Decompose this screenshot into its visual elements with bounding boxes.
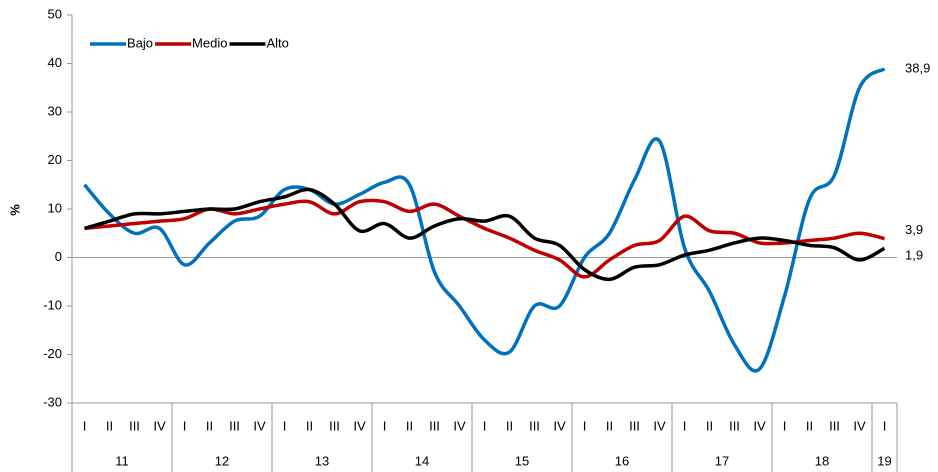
- y-tick-label: -30: [43, 394, 62, 409]
- value-label: 1,9: [905, 248, 923, 263]
- y-tick-label: 0: [55, 249, 62, 264]
- x-tick-label: III: [829, 418, 840, 433]
- x-tick-label: II: [706, 418, 713, 433]
- x-group-label: 19: [877, 453, 891, 468]
- x-tick-label: I: [383, 418, 387, 433]
- x-tick-label: IV: [853, 418, 866, 433]
- x-tick-label: I: [583, 418, 587, 433]
- x-tick-label: III: [429, 418, 440, 433]
- x-tick-label: III: [629, 418, 640, 433]
- legend-label: Medio: [192, 35, 227, 50]
- x-tick-label: II: [106, 418, 113, 433]
- x-tick-label: II: [406, 418, 413, 433]
- x-tick-label: I: [483, 418, 487, 433]
- x-tick-label: I: [83, 418, 87, 433]
- x-tick-label: II: [606, 418, 613, 433]
- x-group-label: 17: [715, 453, 729, 468]
- y-tick-label: -10: [43, 297, 62, 312]
- x-tick-label: III: [329, 418, 340, 433]
- legend-label: Bajo: [127, 35, 153, 50]
- y-tick-label: 20: [48, 152, 62, 167]
- x-tick-label: IV: [753, 418, 766, 433]
- x-group-label: 11: [115, 453, 129, 468]
- x-group-label: 13: [315, 453, 329, 468]
- x-group-label: 18: [815, 453, 829, 468]
- x-group-label: 16: [615, 453, 629, 468]
- x-group-label: 15: [515, 453, 529, 468]
- series-line: [84, 187, 886, 282]
- x-tick-label: II: [806, 418, 813, 433]
- y-tick-label: 10: [48, 200, 62, 215]
- x-tick-label: I: [283, 418, 287, 433]
- x-tick-label: III: [229, 418, 240, 433]
- x-tick-label: III: [129, 418, 140, 433]
- x-tick-label: I: [783, 418, 787, 433]
- x-tick-label: II: [206, 418, 213, 433]
- y-tick-label: 40: [48, 55, 62, 70]
- x-tick-label: III: [529, 418, 540, 433]
- y-tick-label: 50: [48, 6, 62, 21]
- x-tick-label: IV: [253, 418, 266, 433]
- x-group-label: 12: [215, 453, 229, 468]
- series-line: [83, 67, 886, 373]
- x-tick-label: I: [683, 418, 687, 433]
- x-tick-label: IV: [353, 418, 366, 433]
- x-tick-label: II: [306, 418, 313, 433]
- x-tick-label: IV: [553, 418, 566, 433]
- y-axis-label: %: [7, 204, 22, 216]
- y-tick-label: 30: [48, 103, 62, 118]
- x-tick-label: IV: [653, 418, 666, 433]
- legend-label: Alto: [266, 35, 288, 50]
- y-tick-label: -20: [43, 346, 62, 361]
- x-tick-label: IV: [153, 418, 166, 433]
- value-label: 3,9: [905, 222, 923, 237]
- x-group-label: 14: [415, 453, 429, 468]
- x-tick-label: III: [729, 418, 740, 433]
- value-label: 38,9: [905, 60, 930, 75]
- x-tick-label: I: [883, 418, 887, 433]
- x-tick-label: I: [183, 418, 187, 433]
- x-tick-label: IV: [453, 418, 466, 433]
- x-tick-label: II: [506, 418, 513, 433]
